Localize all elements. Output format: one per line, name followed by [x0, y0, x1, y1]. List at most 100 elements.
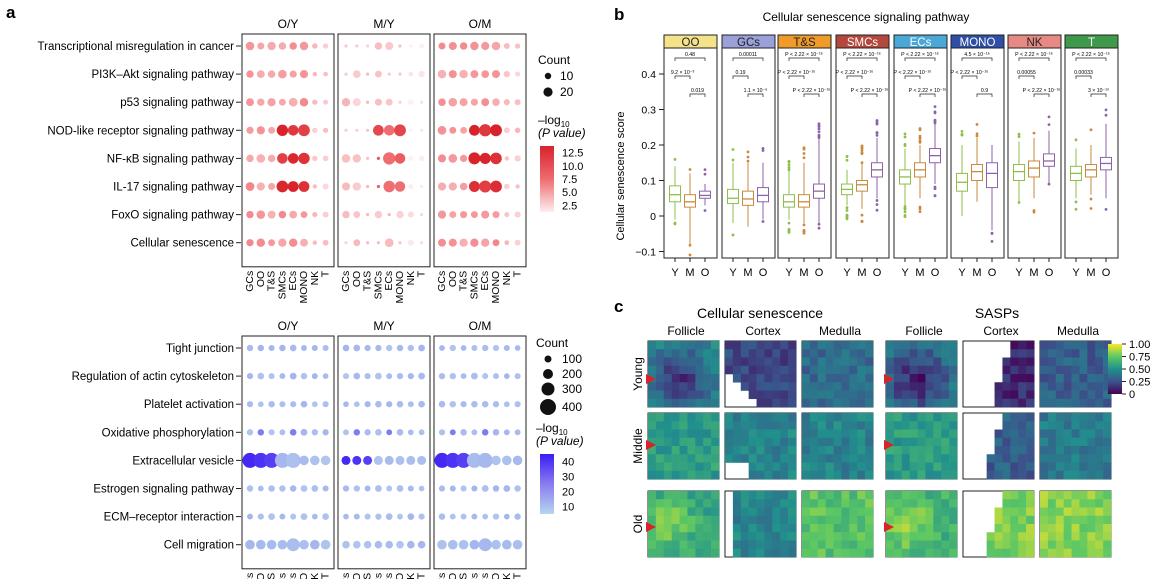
- c-map-spot: [933, 437, 942, 447]
- c-map-spot: [695, 413, 704, 422]
- c-map-spot: [1087, 524, 1096, 533]
- c-map-spot: [1071, 382, 1080, 391]
- c-map-spot: [1095, 437, 1104, 447]
- c-map-spot: [909, 507, 918, 517]
- c-map-spot: [1047, 341, 1057, 350]
- c-map-spot: [764, 357, 773, 367]
- c-map-spot: [1026, 540, 1035, 550]
- c-map-spot: [865, 429, 874, 439]
- c-map-spot: [949, 532, 958, 541]
- b-outlier: [673, 157, 677, 161]
- b-outlier: [787, 166, 791, 169]
- c-map-spot: [764, 540, 773, 550]
- c-map-spot: [841, 499, 850, 508]
- c-map-spot: [1103, 507, 1112, 517]
- b-x-label: M: [743, 267, 752, 279]
- c-map-spot: [671, 548, 680, 558]
- c-map-spot: [1018, 390, 1027, 400]
- c-map-spot: [865, 374, 874, 383]
- a-pathway-label: Estrogen signaling pathway: [93, 484, 234, 496]
- c-map-spot: [663, 507, 672, 517]
- a-dot: [253, 452, 269, 468]
- b-outlier: [787, 168, 791, 172]
- a-dot: [256, 70, 265, 79]
- c-map-spot: [1055, 499, 1064, 508]
- c-map-spot: [772, 349, 781, 358]
- a-dot: [418, 485, 425, 492]
- c-map-spot: [695, 540, 704, 550]
- c-map-spot: [756, 413, 765, 422]
- c-map-spot: [933, 382, 942, 391]
- a-dot: [257, 344, 265, 352]
- c-map-spot: [986, 548, 995, 558]
- c-map-spot: [648, 470, 657, 480]
- b-bracket-top-label: 0.48: [685, 52, 695, 58]
- a-dot: [383, 152, 396, 165]
- c-map-spot: [941, 499, 950, 508]
- c-map-spot: [841, 446, 850, 455]
- c-map-spot: [655, 507, 665, 517]
- c-map-spot: [917, 540, 926, 550]
- c-map-spot: [788, 470, 797, 480]
- c-map-spot: [648, 491, 657, 500]
- a-dot: [366, 156, 370, 160]
- c-map-spot: [917, 382, 926, 391]
- a-dot: [471, 400, 478, 408]
- c-map-spot: [687, 470, 696, 480]
- a-dot: [256, 154, 266, 163]
- c-map-spot: [679, 446, 688, 455]
- c-map-spot: [841, 365, 850, 375]
- a-dot: [343, 401, 349, 408]
- c-map-panel: [801, 412, 874, 480]
- c-map-spot: [788, 365, 797, 375]
- c-map-spot: [648, 390, 657, 400]
- c-map-spot: [711, 515, 720, 525]
- c-map-spot: [740, 421, 749, 430]
- c-map-spot: [1002, 374, 1011, 383]
- a-dot: [396, 344, 404, 352]
- a-dot: [470, 238, 479, 247]
- b-outlier: [802, 146, 806, 150]
- c-map-spot: [764, 429, 773, 439]
- c-map-spot: [825, 421, 834, 430]
- a-dot: [492, 211, 500, 219]
- a-dot: [503, 127, 510, 134]
- a-dot: [355, 44, 359, 48]
- c-map-spot: [679, 398, 688, 408]
- c-map-spot: [732, 437, 742, 447]
- a-dot: [479, 152, 491, 164]
- a-dot: [246, 429, 254, 436]
- a-dot: [490, 152, 502, 165]
- a-dot: [267, 210, 276, 219]
- c-map-spot: [949, 454, 958, 463]
- c-map-spot: [671, 540, 680, 550]
- a-dot: [322, 513, 329, 520]
- c-map-spot: [756, 470, 765, 480]
- c-map-spot: [1002, 437, 1011, 447]
- c-map-spot: [865, 421, 874, 430]
- c-map-spot: [1055, 357, 1064, 367]
- c-map-spot: [703, 421, 712, 430]
- c-map-spot: [748, 499, 757, 508]
- c-map-spot: [1063, 349, 1072, 358]
- c-map-spot: [893, 499, 903, 508]
- a-pathway-label: ECM–receptor interaction: [104, 512, 234, 524]
- a-dot: [515, 184, 520, 189]
- c-map-spot: [849, 374, 858, 383]
- c-map-spot: [886, 532, 895, 541]
- a-dot: [491, 539, 501, 550]
- b-bracket-left: [674, 75, 691, 79]
- c-map-spot: [655, 357, 665, 367]
- c-map-spot: [833, 349, 842, 358]
- c-map-spot: [748, 507, 757, 517]
- c-map-spot: [1018, 532, 1027, 541]
- a-dot: [418, 70, 425, 78]
- b-outlier: [703, 172, 707, 176]
- c-map-spot: [941, 349, 950, 358]
- c-map-spot: [788, 413, 797, 422]
- c-column-label: Cortex: [983, 324, 1018, 338]
- c-map-spot: [917, 413, 926, 422]
- c-map-spot: [1010, 470, 1019, 480]
- c-map-spot: [901, 524, 910, 533]
- c-map-spot: [825, 507, 834, 517]
